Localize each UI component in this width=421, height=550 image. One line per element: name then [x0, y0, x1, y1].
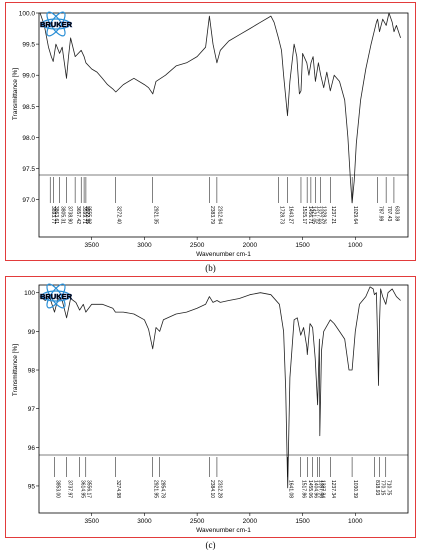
x-tick-label: 1000: [348, 242, 363, 249]
spectrum-line: [39, 12, 401, 204]
peak-label: 787.99: [377, 206, 383, 222]
plot-frame: [38, 284, 409, 514]
logo-orbit: [46, 11, 66, 37]
peak-label: 3599.71: [81, 206, 87, 224]
y-tick-label: 99: [28, 329, 36, 336]
peak-label: 3893.77: [50, 206, 56, 224]
peak-label: 3556.17: [86, 480, 92, 498]
peak-label: 1377.69: [315, 206, 321, 224]
ir-spectrum-chart-b: 97.0 97.5 98.0 98.5 99.0 99.5 100.0 3500 3000 250…: [12, 11, 409, 258]
logo-orbit: [46, 283, 66, 309]
peak-label: 1728.73: [278, 206, 284, 224]
logo-text: BRUKER: [40, 20, 73, 29]
peak-label: 3657.42: [75, 206, 81, 224]
peak-label: 2854.78: [160, 480, 166, 498]
logo-orbit: [46, 283, 66, 309]
bruker-logo: BRUKER: [40, 11, 73, 37]
panel-caption-c: (c): [205, 540, 216, 550]
x-tick-label: 1500: [295, 518, 310, 525]
peak-label: 770.15: [379, 480, 385, 496]
x-tick-label: 3500: [84, 242, 99, 249]
y-tick-label: 97.5: [22, 166, 35, 173]
y-tick-label: 99.5: [22, 42, 35, 49]
peak-label: 1029.64: [352, 206, 358, 224]
y-tick-label: 98.5: [22, 104, 35, 111]
y-tick-label: 100.0: [19, 11, 36, 18]
peak-label: 2383.79: [209, 206, 215, 224]
peak-label: 1328.26: [320, 206, 326, 224]
peak-label: 3853.00: [54, 480, 60, 498]
peak-label: 2921.35: [153, 206, 159, 224]
peak-label: 1643.27: [287, 206, 293, 224]
y-tick-label: 99.0: [22, 73, 35, 80]
peak-label: 3805.31: [59, 206, 65, 224]
plot-frame: [38, 12, 409, 238]
peak-label: 1404.96: [312, 480, 318, 498]
x-axis-label: Wavenumber cm-1: [196, 251, 251, 258]
y-tick-label: 95: [28, 483, 36, 490]
logo-orbit: [41, 290, 71, 302]
logo-orbit: [46, 11, 66, 37]
y-tick-label: 98.0: [22, 135, 35, 142]
y-tick-label: 98: [28, 368, 36, 375]
x-tick-label: 3000: [137, 518, 152, 525]
peak-label: 3737.97: [66, 480, 72, 498]
ir-spectrum-chart-c: 95 96 97 98 99 100 3500 3000 2500 2000 1500 1000 Wav…: [12, 283, 409, 534]
x-tick-label: 3500: [84, 518, 99, 525]
peak-label: 1421.05: [311, 206, 317, 224]
x-tick-label: 2500: [190, 518, 205, 525]
peak-label: 1030.39: [352, 480, 358, 498]
peak-label: 3614.95: [79, 480, 85, 498]
peak-label: 1641.08: [287, 480, 293, 498]
peak-label: 633.39: [394, 206, 400, 222]
x-tick-label: 1500: [295, 242, 310, 249]
x-tick-label: 2000: [243, 242, 258, 249]
spectrum-panel-c: 95 96 97 98 99 100 3500 3000 2500 2000 1500 1000 Wav…: [5, 276, 416, 538]
logo-text: BRUKER: [40, 292, 73, 301]
peak-label: 1456.71: [307, 206, 313, 224]
peak-label: 3572.35: [84, 206, 90, 224]
peak-label: 1337.34: [320, 480, 326, 498]
panel-caption-b: (b): [205, 263, 216, 273]
y-tick-label: 96: [28, 445, 36, 452]
peak-label: 1357.56: [317, 480, 323, 498]
x-tick-label: 3000: [137, 242, 152, 249]
peak-label: 710.75: [386, 480, 392, 496]
spectrum-panel-b: 97.0 97.5 98.0 98.5 99.0 99.5 100.0 3500 3000 250…: [5, 2, 416, 261]
y-tick-label: 100: [24, 290, 35, 297]
y-tick-label: 97: [28, 406, 36, 413]
peak-label: 1517.86: [300, 480, 306, 498]
peak-label: 1237.21: [330, 206, 336, 224]
x-axis-label: Wavenumber cm-1: [196, 527, 251, 534]
peak-label: 707.43: [386, 206, 392, 222]
y-axis-label: Transmittance [%]: [12, 344, 19, 396]
peak-label: 2384.10: [209, 480, 215, 498]
peak-label: 2312.28: [217, 480, 223, 498]
spectrum-line: [39, 286, 401, 489]
logo-orbit: [41, 18, 71, 30]
bruker-logo: BRUKER: [40, 283, 73, 309]
peak-label: 2312.64: [217, 206, 223, 224]
peak-label: 2921.95: [152, 480, 158, 498]
x-tick-label: 2000: [243, 518, 258, 525]
x-tick-label: 1000: [348, 518, 363, 525]
peak-label: 1237.34: [330, 480, 336, 498]
peak-label: 1455.06: [307, 480, 313, 498]
peak-label: 3738.90: [66, 206, 72, 224]
peak-label: 3863.61: [53, 206, 59, 224]
x-tick-label: 2500: [190, 242, 205, 249]
peak-label: 1515.17: [301, 206, 307, 224]
peak-label: 3272.40: [116, 206, 122, 224]
y-axis-label: Transmittance [%]: [12, 68, 19, 120]
peak-label: 818.93: [374, 480, 380, 496]
y-tick-label: 97.0: [22, 197, 35, 204]
peak-label: 3274.98: [115, 480, 121, 498]
peak-label: 3555.02: [86, 206, 92, 224]
